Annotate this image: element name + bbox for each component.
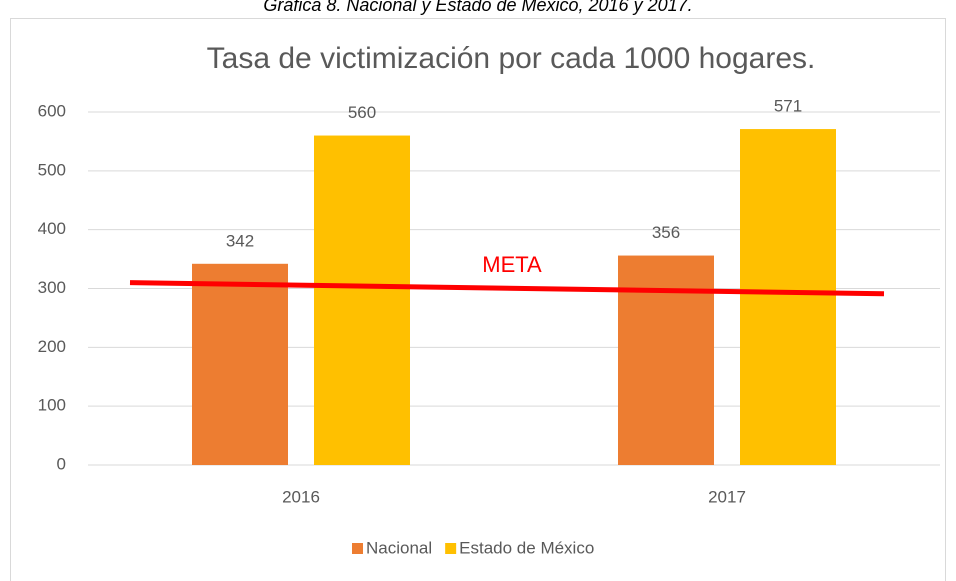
legend-swatch (352, 543, 363, 554)
x-tick-label: 2016 (282, 487, 320, 506)
bar (314, 135, 410, 466)
chart-border (10, 18, 946, 581)
meta-line (129, 280, 885, 297)
bar (740, 129, 836, 466)
data-label: 356 (652, 223, 680, 242)
x-tick-label: 2017 (708, 487, 746, 506)
chart-title: Tasa de victimización por cada 1000 hoga… (207, 42, 816, 75)
data-label: 342 (226, 231, 254, 250)
y-tick-label: 0 (57, 454, 66, 473)
meta-label: META (482, 252, 542, 277)
y-tick-label: 200 (38, 337, 66, 356)
y-tick-label: 100 (38, 396, 66, 415)
y-tick-label: 500 (38, 160, 66, 179)
y-tick-label: 400 (38, 219, 66, 238)
bar (618, 255, 714, 465)
legend-label: Estado de México (459, 538, 594, 557)
y-tick-label: 300 (38, 278, 66, 297)
legend-swatch (445, 543, 457, 554)
data-label: 560 (348, 103, 376, 122)
legend-label: Nacional (366, 538, 432, 557)
data-label: 571 (774, 97, 802, 116)
bar (192, 263, 288, 465)
y-tick-label: 600 (38, 101, 66, 120)
caption: Gráfica 8. Nacional y Estado de México, … (263, 0, 692, 15)
